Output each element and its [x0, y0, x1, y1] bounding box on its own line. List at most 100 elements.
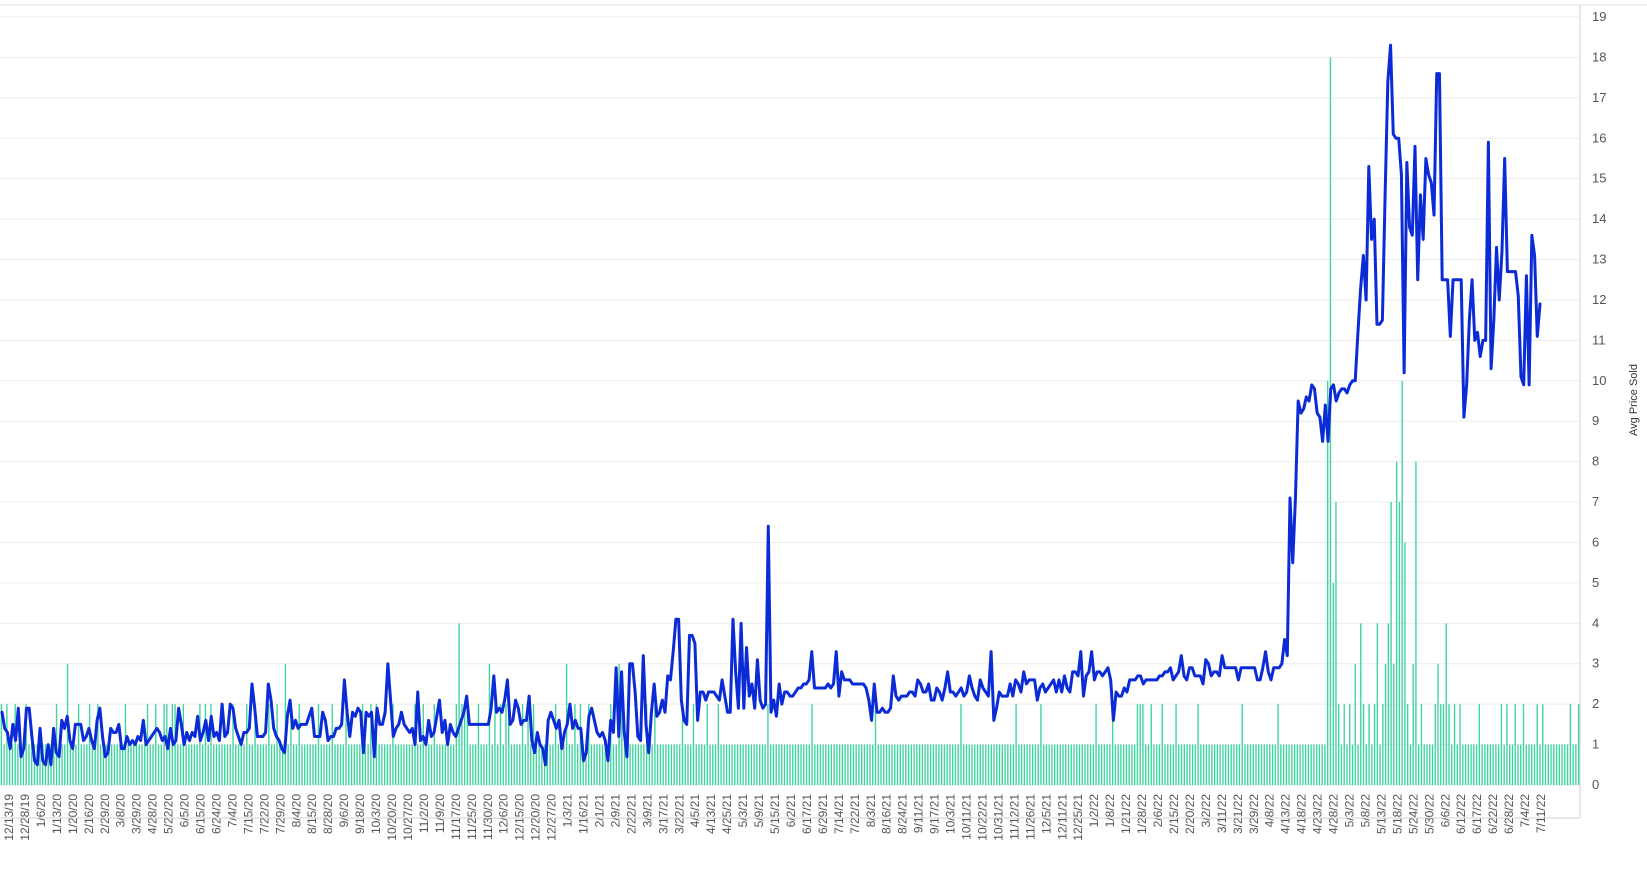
volume-bar: [444, 744, 447, 785]
volume-bar: [1236, 744, 1238, 785]
volume-bar: [97, 704, 99, 785]
volume-bar: [160, 744, 162, 785]
volume-bar: [690, 744, 692, 785]
volume-bar: [1103, 744, 1106, 785]
volume-bar: [695, 744, 697, 785]
x-tick-label: 2/29/20: [98, 794, 112, 834]
volume-bar: [281, 744, 284, 785]
volume-bar: [588, 704, 590, 785]
volume-bar: [94, 744, 96, 785]
volume-bar: [720, 744, 722, 785]
volume-bar: [781, 744, 783, 785]
volume-bar: [370, 704, 372, 785]
volume-bar: [502, 744, 504, 785]
x-tick-label: 1/2/22: [1087, 794, 1101, 828]
volume-bar: [640, 744, 642, 785]
volume-bar: [568, 744, 571, 785]
x-tick-label: 10/3/21: [944, 794, 958, 834]
volume-bar: [1475, 744, 1478, 785]
volume-bar: [188, 744, 190, 785]
volume-bar: [789, 744, 791, 785]
volume-bar: [1114, 744, 1117, 785]
volume-bar: [295, 744, 298, 785]
volume-bar: [1136, 704, 1139, 785]
x-tick-label: 6/12/22: [1454, 794, 1468, 834]
volume-bar: [309, 744, 311, 785]
volume-bar: [411, 744, 413, 785]
volume-bar: [1180, 744, 1183, 785]
volume-bar: [356, 744, 358, 785]
volume-bar: [1004, 744, 1006, 785]
volume-bar: [924, 744, 926, 785]
volume-bar: [1109, 744, 1111, 785]
volume-bar: [938, 744, 940, 785]
x-tick-label: 5/18/22: [1390, 794, 1404, 834]
volume-bar: [530, 744, 532, 785]
volume-bar: [1026, 744, 1028, 785]
x-tick-label: 3/2/22: [1199, 794, 1213, 828]
x-tick-label: 7/11/22: [1534, 794, 1548, 833]
x-tick-label: 12/25/21: [1071, 794, 1085, 841]
volume-bar: [808, 744, 810, 785]
volume-bar: [353, 744, 356, 785]
volume-bar: [1252, 744, 1254, 785]
volume-bar: [714, 744, 717, 785]
y-tick-label: 13: [1592, 252, 1606, 267]
volume-bar: [1285, 744, 1288, 785]
volume-bar: [1561, 744, 1563, 785]
volume-bar: [1117, 744, 1119, 785]
volume-bar: [1412, 663, 1414, 785]
x-tick-label: 4/8/22: [1263, 794, 1277, 828]
volume-bar: [254, 704, 256, 785]
y-tick-label: 10: [1592, 373, 1606, 388]
volume-bar: [1404, 542, 1406, 785]
volume-bar: [849, 744, 852, 785]
volume-bar: [541, 744, 543, 785]
volume-bar: [632, 744, 634, 785]
volume-bar: [292, 744, 295, 785]
volume-bar: [499, 704, 502, 785]
volume-bar: [764, 744, 766, 785]
volume-bar: [794, 744, 797, 785]
volume-bar: [381, 744, 383, 785]
volume-bar: [1007, 744, 1009, 785]
volume-bar: [863, 744, 866, 785]
x-tick-label: 10/20/20: [385, 794, 399, 841]
volume-bar: [1373, 704, 1376, 785]
x-tick-label: 7/22/21: [848, 794, 862, 834]
volume-bars: [0, 57, 1580, 786]
volume-bar: [1054, 744, 1056, 785]
volume-bar: [670, 744, 673, 785]
volume-bar: [149, 744, 151, 785]
volume-bar: [320, 744, 322, 785]
volume-bar: [554, 704, 557, 785]
volume-bar: [1089, 744, 1092, 785]
volume-bar: [527, 704, 529, 785]
volume-bar: [756, 744, 758, 785]
volume-bar: [872, 744, 874, 785]
x-tick-label: 12/20/20: [529, 794, 543, 841]
volume-bar: [406, 744, 408, 785]
x-tick-label: 10/3/20: [369, 794, 383, 834]
volume-bar: [885, 744, 888, 785]
volume-bar: [157, 744, 160, 785]
volume-bar: [778, 744, 780, 785]
volume-bar: [814, 744, 816, 785]
volume-bar: [1247, 744, 1249, 785]
volume-bar: [80, 744, 83, 785]
volume-bar: [1401, 380, 1403, 785]
volume-bar: [621, 704, 623, 785]
volume-bar: [521, 704, 524, 785]
x-tick-label: 6/24/20: [210, 794, 224, 834]
volume-bar: [210, 704, 212, 785]
volume-bar: [516, 744, 518, 785]
volume-bar: [1509, 744, 1511, 785]
volume-bar: [1280, 744, 1282, 785]
x-tick-label: 9/18/20: [353, 794, 367, 834]
volume-bar: [179, 744, 182, 785]
x-tick-label: 5/9/21: [752, 794, 766, 828]
volume-bar: [946, 744, 948, 785]
volume-bar: [985, 744, 987, 785]
y-tick-label: 14: [1592, 211, 1606, 226]
volume-bar: [458, 623, 460, 785]
